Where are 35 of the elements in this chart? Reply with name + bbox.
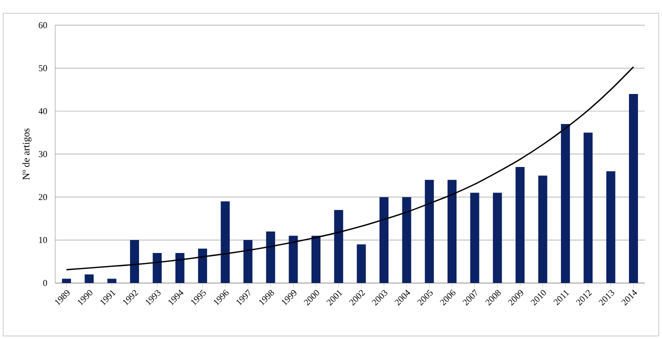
- bar: [152, 252, 162, 283]
- bar: [62, 278, 72, 283]
- bar: [243, 240, 252, 283]
- bar: [516, 166, 525, 283]
- y-tick-label: 60: [38, 22, 48, 28]
- bar: [402, 196, 412, 283]
- y-tick-label: 10: [39, 236, 48, 243]
- bar: [130, 240, 140, 283]
- y-axis-title: Nº de artigos: [22, 128, 32, 180]
- bar: [266, 231, 276, 283]
- bar: [628, 94, 638, 283]
- bar: [538, 175, 548, 283]
- bar: [220, 201, 230, 283]
- bar: [107, 278, 116, 283]
- y-tick-label: 40: [38, 108, 48, 114]
- bar: [606, 171, 616, 283]
- bar: [334, 210, 344, 283]
- bar: [560, 124, 570, 283]
- bar: [424, 180, 434, 283]
- bar: [492, 192, 502, 283]
- bar: [584, 132, 593, 283]
- bar: [470, 192, 480, 283]
- bar: [288, 236, 298, 283]
- bar: [356, 244, 366, 283]
- y-tick-label: 0: [43, 280, 48, 286]
- y-tick-label: 20: [38, 194, 48, 200]
- bar: [198, 248, 208, 283]
- bar: [175, 252, 184, 283]
- bar: [84, 274, 94, 283]
- bar: [448, 180, 457, 283]
- bar: [311, 236, 320, 283]
- y-tick-label: 50: [38, 65, 48, 72]
- bar: [380, 196, 389, 283]
- y-tick-label: 30: [38, 150, 48, 158]
- line-series: [66, 66, 634, 270]
